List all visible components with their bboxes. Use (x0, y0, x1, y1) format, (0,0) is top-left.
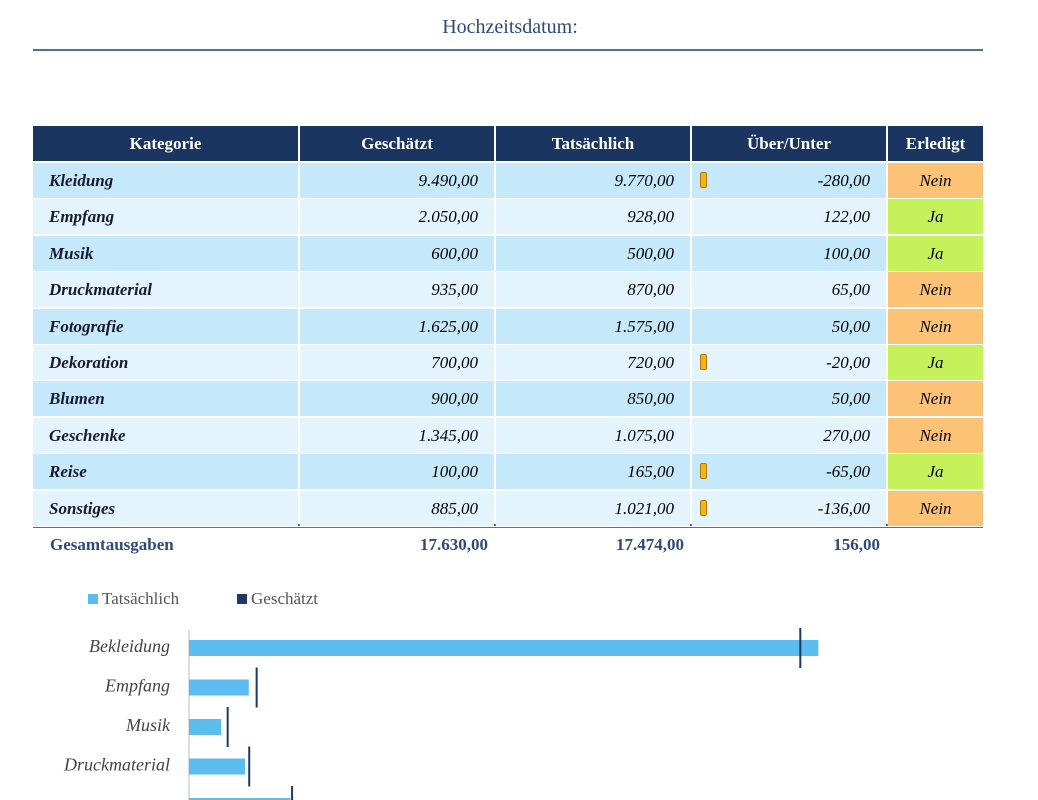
legend-label: Tatsächlich (102, 589, 180, 608)
total-amount: 156,00 (833, 535, 880, 554)
total-amount: 17.630,00 (420, 535, 488, 554)
amount-cell: 65,00 (692, 272, 886, 308)
amount-cell: 100,00 (300, 454, 494, 490)
amount-cell: 700,00 (300, 345, 494, 380)
title-rule (33, 49, 983, 51)
warning-icon (700, 499, 707, 516)
category-cell: Druckmaterial (33, 272, 298, 308)
bar (189, 798, 291, 800)
amount-cell: 100,00 (692, 235, 886, 271)
amount-cell: 1.625,00 (300, 308, 494, 344)
legend-swatch (237, 594, 247, 604)
amount-cell: -136,00 (692, 490, 886, 526)
y-tick-label: Bekleidung (89, 636, 170, 656)
amount-cell: 50,00 (692, 381, 886, 417)
column-header: Tatsächlich (496, 126, 690, 161)
y-tick-label: Musik (125, 715, 171, 735)
page-title: Hochzeitsdatum: (442, 16, 578, 38)
status-cell: Nein (888, 490, 983, 526)
amount-cell: 850,00 (496, 381, 690, 417)
amount-cell: 1.021,00 (496, 490, 690, 526)
amount-cell: 2.050,00 (300, 199, 494, 235)
amount-cell: 1.075,00 (496, 417, 690, 453)
category-cell: Fotografie (33, 308, 298, 344)
column-header: Geschätzt (300, 126, 494, 161)
amount-cell: -280,00 (692, 163, 886, 198)
warning-icon (700, 172, 707, 188)
status-cell: Nein (888, 272, 983, 308)
total-label: Gesamtausgaben (50, 535, 174, 554)
legend-label: Geschätzt (251, 589, 318, 608)
bar (189, 758, 246, 775)
status-cell: Nein (888, 308, 983, 344)
warning-icon (700, 463, 707, 480)
status-cell: Ja (888, 235, 983, 271)
amount-cell: 870,00 (496, 272, 690, 308)
category-cell: Kleidung (33, 163, 298, 198)
amount-cell: 165,00 (496, 454, 690, 490)
amount-cell: 720,00 (496, 345, 690, 380)
column-header: Über/Unter (692, 126, 886, 161)
amount-cell: 900,00 (300, 381, 494, 417)
amount-cell: 928,00 (496, 199, 690, 235)
amount-cell: 122,00 (692, 199, 886, 235)
category-cell: Empfang (33, 199, 298, 235)
category-cell: Sonstiges (33, 490, 298, 526)
amount-cell: -65,00 (692, 454, 886, 490)
amount-cell: 270,00 (692, 417, 886, 453)
amount-cell: 885,00 (300, 490, 494, 526)
warning-icon (700, 354, 707, 370)
status-cell: Nein (888, 417, 983, 453)
category-cell: Geschenke (33, 417, 298, 453)
total-amount: 17.474,00 (616, 535, 684, 554)
chart: Tatsächlich Geschätzt Bekleidung Empfang Mus… (63, 589, 819, 800)
category-cell: Musik (33, 235, 298, 271)
bar (189, 679, 249, 696)
status-cell: Ja (888, 345, 983, 380)
column-header: Kategorie (33, 126, 298, 161)
amount-cell: 500,00 (496, 235, 690, 271)
bar (189, 719, 222, 735)
legend-swatch (88, 594, 98, 604)
column-header: Erledigt (888, 126, 983, 161)
status-cell: Nein (888, 163, 983, 198)
amount-cell: 600,00 (300, 235, 494, 271)
amount-cell: -20,00 (692, 345, 886, 380)
category-cell: Dekoration (33, 345, 298, 380)
category-cell: Blumen (33, 381, 298, 417)
status-cell: Ja (888, 454, 983, 490)
status-cell: Ja (888, 199, 983, 235)
amount-cell: 9.770,00 (496, 163, 690, 198)
bar (189, 640, 819, 656)
amount-cell: 1.345,00 (300, 417, 494, 453)
amount-cell: 1.575,00 (496, 308, 690, 344)
y-tick-label: Empfang (104, 676, 170, 696)
category-cell: Reise (33, 454, 298, 490)
status-cell: Nein (888, 381, 983, 417)
amount-cell: 50,00 (692, 308, 886, 344)
y-tick-label: Druckmaterial (63, 755, 170, 775)
amount-cell: 9.490,00 (300, 163, 494, 198)
amount-cell: 935,00 (300, 272, 494, 308)
